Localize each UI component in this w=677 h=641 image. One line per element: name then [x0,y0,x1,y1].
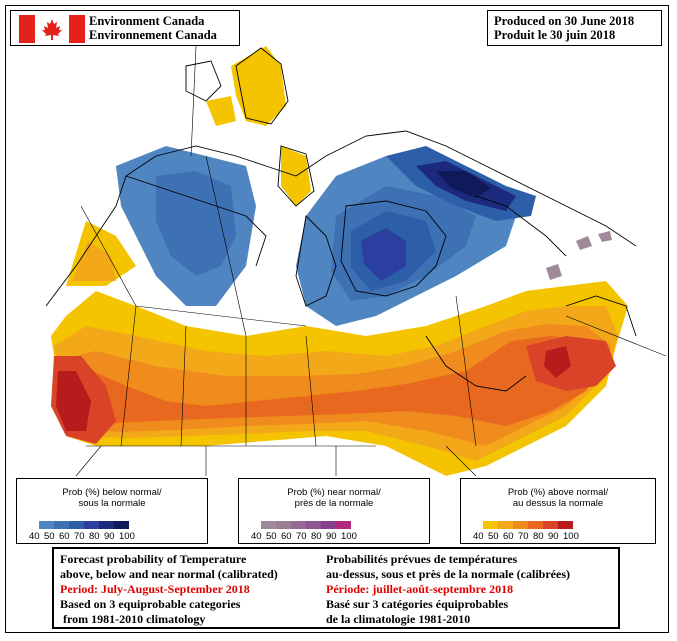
probability-map [45,45,667,477]
legend-swatches [483,521,573,529]
swatch [114,521,129,529]
swatch [558,521,573,529]
swatch [498,521,513,529]
canada-flag-icon [19,15,85,43]
tick-label: 80 [311,531,322,542]
legend-title-en: Prob (%) near normal/ [287,487,381,498]
region-above-normal-40-arctic [231,46,286,126]
agency-name-en: Environment Canada [89,14,205,28]
region-near-normal-40b [546,264,562,280]
legend-title-fr: sous la normale [78,498,146,509]
tick-label: 40 [473,531,484,542]
desc-line: Based on 3 equiprobable categories [60,597,241,611]
region-above-normal-40-arctic3 [206,96,236,126]
swatch [291,521,306,529]
map-regions [51,46,628,476]
description-fr: Probabilités prévues de températures au-… [326,552,570,627]
tick-label: 60 [281,531,292,542]
swatch [483,521,498,529]
desc-line: above, below and near normal (calibrated… [60,567,278,581]
legend-title-en: Prob (%) below normal/ [62,487,162,498]
desc-line: Forecast probability of Temperature [60,552,247,566]
region-above-normal-90-west [56,371,91,431]
region-above-normal-70 [54,336,606,426]
desc-line: Probabilités prévues de températures [326,552,518,566]
tick-label: 40 [29,531,40,542]
region-below-normal-90-ne [436,171,491,198]
agency-header: Environment Canada Environnement Canada [10,10,240,46]
tick-label: 40 [251,531,262,542]
legend-swatches [39,521,129,529]
tick-label: 50 [488,531,499,542]
region-above-normal-80-east [526,336,616,391]
swatch [513,521,528,529]
legend-above-normal: Prob (%) above normal/ au dessus la norm… [460,478,656,544]
coastlines [45,47,637,392]
region-above-normal-50-nw [72,241,116,281]
swatch [84,521,99,529]
tick-label: 80 [89,531,100,542]
region-below-normal-70-east [361,228,406,281]
production-date-box: Produced on 30 June 2018 Produit le 30 j… [487,10,662,46]
legend-swatches [261,521,351,529]
tick-label: 90 [548,531,559,542]
tick-label: 80 [533,531,544,542]
tick-label: 50 [44,531,55,542]
desc-line: Basé sur 3 catégories équiprobables [326,597,509,611]
desc-line: from 1981-2010 climatology [60,612,206,626]
region-near-normal-40c [598,231,612,242]
swatch [321,521,336,529]
swatch [261,521,276,529]
swatch [336,521,351,529]
legend-ticks: 40 50 60 70 80 90 100 [251,531,360,542]
legend-near-normal: Prob (%) near normal/ près de la normale… [238,478,430,544]
tick-label: 60 [59,531,70,542]
swatch [528,521,543,529]
swatch [543,521,558,529]
agency-name-fr: Environnement Canada [89,28,217,42]
description-en: Forecast probability of Temperature abov… [60,552,278,627]
forecast-description: Forecast probability of Temperature abov… [52,547,620,629]
tick-label: 60 [503,531,514,542]
swatch [54,521,69,529]
period-line: Période: juillet-août-septembre 2018 [326,582,514,596]
tick-label: 70 [518,531,529,542]
tick-label: 100 [119,531,135,542]
tick-label: 90 [326,531,337,542]
legend-ticks: 40 50 60 70 80 90 100 [29,531,138,542]
swatch [69,521,84,529]
desc-line: de la climatologie 1981-2010 [326,612,471,626]
political-borders [75,45,667,477]
produced-date-fr: Produit le 30 juin 2018 [494,28,616,42]
legend-title-en: Prob (%) above normal/ [507,487,609,498]
desc-line: au-dessus, sous et près de la normale (c… [326,567,570,581]
tick-label: 70 [296,531,307,542]
legend-title-fr: près de la normale [294,498,374,509]
produced-date-en: Produced on 30 June 2018 [494,14,635,28]
tick-label: 100 [563,531,579,542]
region-above-normal-90-east [544,346,571,378]
swatch [306,521,321,529]
swatch [99,521,114,529]
tick-label: 90 [104,531,115,542]
swatch [39,521,54,529]
tick-label: 50 [266,531,277,542]
legend-title-fr: au dessus la normale [512,498,604,509]
legend-ticks: 40 50 60 70 80 90 100 [473,531,582,542]
region-near-normal-40a [576,236,592,250]
region-below-normal-50-west [156,171,236,276]
tick-label: 70 [74,531,85,542]
period-line: Period: July-August-September 2018 [60,582,250,596]
tick-label: 100 [341,531,357,542]
legend-below-normal: Prob (%) below normal/ sous la normale 4… [16,478,208,544]
swatch [276,521,291,529]
